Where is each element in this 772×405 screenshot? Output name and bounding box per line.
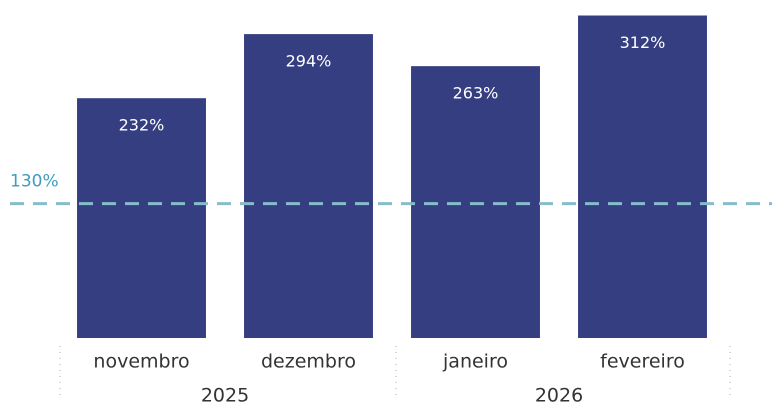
- value-label: 294%: [286, 52, 332, 71]
- group-label: 2026: [535, 385, 583, 405]
- value-label: 312%: [620, 33, 666, 52]
- x-tick-label: fevereiro: [600, 351, 685, 373]
- value-label: 232%: [119, 116, 165, 135]
- value-label: 263%: [453, 84, 499, 103]
- group-label: 2025: [201, 385, 249, 405]
- bar: [77, 98, 206, 339]
- reference-label: 130%: [10, 172, 59, 192]
- x-tick-label: dezembro: [261, 351, 356, 373]
- bar: [411, 66, 540, 339]
- bar: [244, 34, 373, 338]
- x-tick-label: janeiro: [442, 351, 508, 373]
- bar: [578, 15, 707, 339]
- x-tick-label: novembro: [93, 351, 189, 373]
